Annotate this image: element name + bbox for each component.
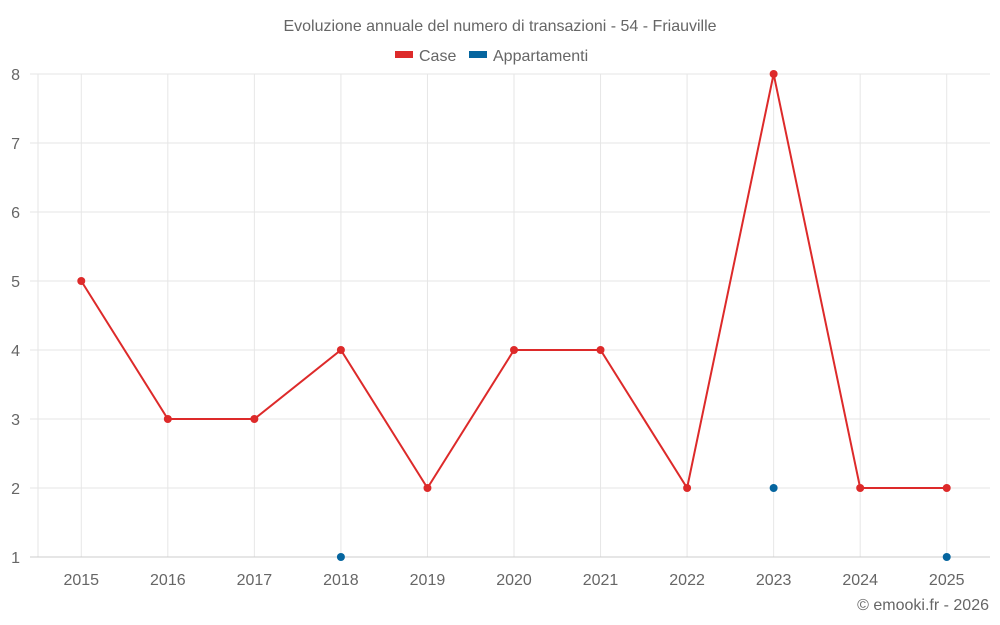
legend-swatch-case xyxy=(395,51,413,58)
data-point[interactable] xyxy=(423,484,432,492)
credit-text: © emooki.fr - 2026 xyxy=(857,597,989,614)
x-tick-label: 2015 xyxy=(63,572,99,589)
y-tick-label: 3 xyxy=(11,412,20,429)
legend-item-appartamenti[interactable]: Appartamenti xyxy=(469,48,588,65)
x-tick-label: 2020 xyxy=(496,572,532,589)
y-tick-label: 5 xyxy=(11,274,20,291)
data-point[interactable] xyxy=(942,484,951,492)
x-tick-label: 2017 xyxy=(237,572,273,589)
data-point[interactable] xyxy=(250,415,259,423)
x-tick-label: 2024 xyxy=(842,572,878,589)
x-tick-label: 2021 xyxy=(583,572,619,589)
x-tick-label: 2018 xyxy=(323,572,359,589)
data-point[interactable] xyxy=(163,415,172,423)
data-point[interactable] xyxy=(336,553,345,561)
y-tick-label: 7 xyxy=(11,136,20,153)
series-layer xyxy=(77,70,951,561)
data-point[interactable] xyxy=(769,484,778,492)
y-tick-label: 4 xyxy=(11,343,20,360)
x-tick-label: 2025 xyxy=(929,572,965,589)
legend: Case Appartamenti xyxy=(395,48,588,65)
x-tick-label: 2023 xyxy=(756,572,792,589)
data-point[interactable] xyxy=(336,346,345,354)
y-axis: 1 2 3 4 5 6 7 8 xyxy=(11,67,20,567)
chart-title: Evoluzione annuale del numero di transaz… xyxy=(283,18,716,35)
x-tick-label: 2019 xyxy=(410,572,446,589)
data-point[interactable] xyxy=(856,484,865,492)
grid xyxy=(30,73,990,558)
legend-item-case[interactable]: Case xyxy=(395,48,456,65)
data-point[interactable] xyxy=(683,484,692,492)
legend-label-case: Case xyxy=(419,48,456,65)
x-axis: 2015 2016 2017 2018 2019 2020 2021 2022 2023 2024… xyxy=(63,572,964,589)
legend-swatch-appartamenti xyxy=(469,51,487,58)
y-tick-label: 8 xyxy=(11,67,20,84)
y-tick-label: 1 xyxy=(11,550,20,567)
legend-label-appartamenti: Appartamenti xyxy=(493,48,588,65)
series-appartamenti xyxy=(336,484,951,561)
x-tick-label: 2016 xyxy=(150,572,186,589)
data-point[interactable] xyxy=(942,553,951,561)
data-point[interactable] xyxy=(596,346,605,354)
y-tick-label: 6 xyxy=(11,205,20,222)
series-case xyxy=(77,70,951,492)
data-point[interactable] xyxy=(769,70,778,78)
data-point[interactable] xyxy=(77,277,86,285)
x-tick-label: 2022 xyxy=(669,572,705,589)
data-point[interactable] xyxy=(510,346,518,354)
y-tick-label: 2 xyxy=(11,481,20,498)
